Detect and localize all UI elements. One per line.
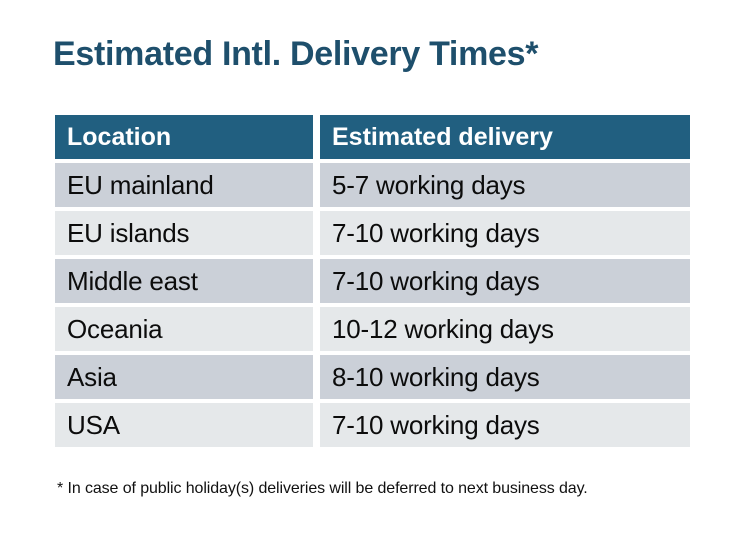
cell-delivery: 7-10 working days [320,403,690,447]
cell-location: EU mainland [55,163,313,207]
table-row: USA 7-10 working days [55,403,690,447]
table-row: EU mainland 5-7 working days [55,163,690,207]
page-title: Estimated Intl. Delivery Times* [53,35,539,73]
cell-location: EU islands [55,211,313,255]
table-row: Asia 8-10 working days [55,355,690,399]
table-row: EU islands 7-10 working days [55,211,690,255]
cell-delivery: 10-12 working days [320,307,690,351]
cell-location: Oceania [55,307,313,351]
column-header-estimated-delivery: Estimated delivery [320,115,690,159]
cell-location: USA [55,403,313,447]
cell-location: Middle east [55,259,313,303]
cell-delivery: 5-7 working days [320,163,690,207]
footnote: * In case of public holiday(s) deliverie… [57,480,588,497]
cell-delivery: 7-10 working days [320,259,690,303]
column-header-location: Location [55,115,313,159]
cell-location: Asia [55,355,313,399]
table-row: Oceania 10-12 working days [55,307,690,351]
cell-delivery: 8-10 working days [320,355,690,399]
table-header-row: Location Estimated delivery [55,115,690,159]
table-row: Middle east 7-10 working days [55,259,690,303]
cell-delivery: 7-10 working days [320,211,690,255]
delivery-times-table: Location Estimated delivery EU mainland … [55,115,690,447]
